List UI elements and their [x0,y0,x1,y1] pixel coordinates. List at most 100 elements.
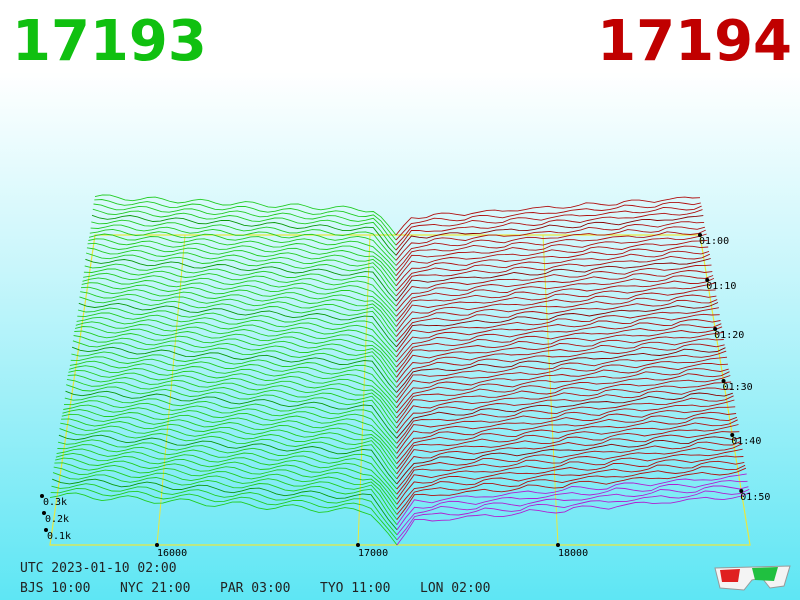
bid-depth-line [51,483,398,536]
bid-depth-line [61,413,398,464]
ask-depth-line [396,448,743,500]
time-tick [698,233,702,237]
ask-depth-line [396,362,728,409]
ask-depth-line [395,294,717,337]
city-clock: BJS 10:00 [20,581,90,596]
depth-lines [49,194,751,546]
bid-depth-line [58,434,398,485]
ask-depth-line [396,338,724,383]
ask-depth-line [396,492,751,546]
ask-depth-line [396,467,747,520]
ask-depth-line [396,313,720,358]
bid-depth-line [69,360,397,409]
time-tick [705,278,710,282]
ask-depth-line [396,319,721,363]
bid-depth-line [52,478,398,531]
bid-depth-line [56,448,398,500]
size-label: 0.3k [43,497,67,508]
glasses-icon [714,565,791,591]
ask-depth-line [395,253,710,297]
ask-depth-line [396,411,737,459]
ask-depth-line [396,356,728,403]
city-clock: PAR 03:00 [220,581,290,596]
bid-depth-line [80,291,397,337]
ask-depth-line [396,392,733,439]
time-label: 01:30 [723,382,753,393]
bid-depth-line [80,286,397,332]
bid-depth-line [91,219,397,261]
ask-depth-line [396,307,719,353]
bid-depth-line [94,199,397,241]
ask-depth-line [396,368,729,414]
price-tick [155,543,159,547]
ask-depth-line [395,264,712,307]
bid-depth-line [50,488,398,541]
ask-depth-line [396,343,725,388]
ask-depth-line [396,419,738,470]
size-tick [44,528,48,532]
ask-depth-line [396,350,727,398]
bid-depth-line [74,330,397,378]
bid-depth-line [92,208,397,251]
ask-depth-line [396,326,723,373]
bid-depth-line [85,252,397,297]
bid-depth-line [85,258,397,302]
price-label: 18000 [558,548,588,559]
ask-depth-line [395,215,704,256]
ask-depth-line [396,375,731,424]
bid-depth-line [88,238,397,281]
ask-depth-line [396,455,744,505]
ask-depth-line [396,436,741,485]
ask-depth-line [395,250,710,292]
ask-depth-line [395,226,706,266]
ask-depth-line [396,488,750,541]
ask-depth-line [396,399,735,449]
ask-depth-line [396,440,742,490]
ask-depth-line [396,302,719,348]
bid-depth-line [63,400,398,449]
bid-depth-line [52,472,398,525]
bid-depth-line [57,439,398,490]
price-grid-line [542,234,559,546]
bid-depth-line [83,272,397,317]
time-tick [730,433,735,437]
time-tick [739,489,744,493]
ask-depth-line [396,443,742,495]
bid-depth-line [61,418,398,470]
bid-depth-line [76,316,397,363]
ask-depth-line [396,347,726,393]
bid-depth-line [82,277,397,322]
axis-labels: 16000 17000 18000 0.1k 0.2k 0.3k 01:00 01:10 01:… [40,233,770,559]
ask-depth-line [396,331,724,378]
bid-depth-line [66,384,397,434]
ask-depth-line [396,424,739,475]
ask-depth-line [395,289,716,332]
price-tick [356,543,360,547]
ask-depth-line [395,205,702,246]
bid-depth-line [84,263,397,307]
ask-depth-line [396,371,730,419]
ask-depth-line [396,460,745,510]
ask-depth-line [395,245,709,287]
ask-depth-line [395,196,701,236]
bid-depth-line [63,404,398,454]
ask-depth-line [395,239,708,281]
ask-depth-line [395,277,715,322]
time-tick [721,379,726,383]
ask-depth-line [396,416,738,464]
ask-depth-line [396,485,749,536]
price-label: 17000 [358,548,388,559]
bid-depth-line [88,233,397,276]
bid-depth-line [79,296,397,342]
bid-depth-line [60,422,398,475]
ask-depth-line [396,323,722,368]
bid-depth-line [67,374,397,424]
time-tick [713,327,718,331]
ask-depth-line [396,473,747,525]
price-label: 16000 [157,548,187,559]
bid-depth-line [53,466,398,520]
bid-depth-line [73,335,397,383]
bid-depth-line [59,428,398,480]
ask-depth-line [395,282,715,327]
bid-depth-line [54,462,398,515]
